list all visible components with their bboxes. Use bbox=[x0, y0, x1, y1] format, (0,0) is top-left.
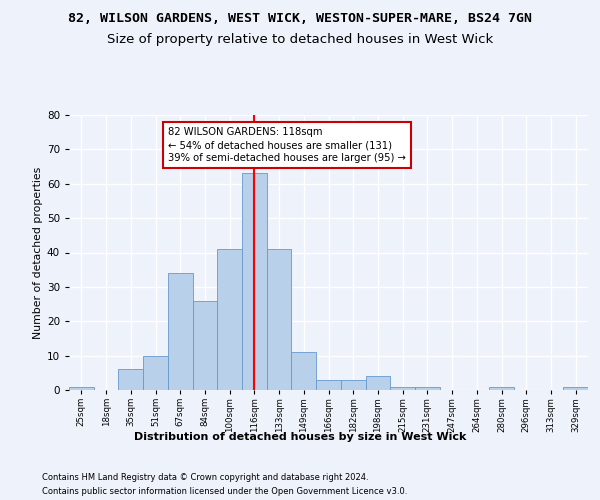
Bar bbox=[168, 273, 193, 390]
Text: 82, WILSON GARDENS, WEST WICK, WESTON-SUPER-MARE, BS24 7GN: 82, WILSON GARDENS, WEST WICK, WESTON-SU… bbox=[68, 12, 532, 26]
Bar bbox=[365, 376, 390, 390]
Bar bbox=[415, 386, 440, 390]
Text: Contains HM Land Registry data © Crown copyright and database right 2024.: Contains HM Land Registry data © Crown c… bbox=[42, 472, 368, 482]
Bar bbox=[489, 386, 514, 390]
Bar bbox=[267, 249, 292, 390]
Bar bbox=[341, 380, 365, 390]
Bar bbox=[118, 370, 143, 390]
Bar bbox=[563, 386, 588, 390]
Bar bbox=[217, 249, 242, 390]
Bar bbox=[390, 386, 415, 390]
Text: Distribution of detached houses by size in West Wick: Distribution of detached houses by size … bbox=[134, 432, 466, 442]
Text: Size of property relative to detached houses in West Wick: Size of property relative to detached ho… bbox=[107, 32, 493, 46]
Bar bbox=[292, 352, 316, 390]
Bar bbox=[316, 380, 341, 390]
Bar bbox=[69, 386, 94, 390]
Bar bbox=[143, 356, 168, 390]
Bar bbox=[242, 174, 267, 390]
Text: Contains public sector information licensed under the Open Government Licence v3: Contains public sector information licen… bbox=[42, 488, 407, 496]
Bar bbox=[193, 300, 217, 390]
Text: 82 WILSON GARDENS: 118sqm
← 54% of detached houses are smaller (131)
39% of semi: 82 WILSON GARDENS: 118sqm ← 54% of detac… bbox=[168, 127, 406, 164]
Y-axis label: Number of detached properties: Number of detached properties bbox=[32, 166, 43, 338]
